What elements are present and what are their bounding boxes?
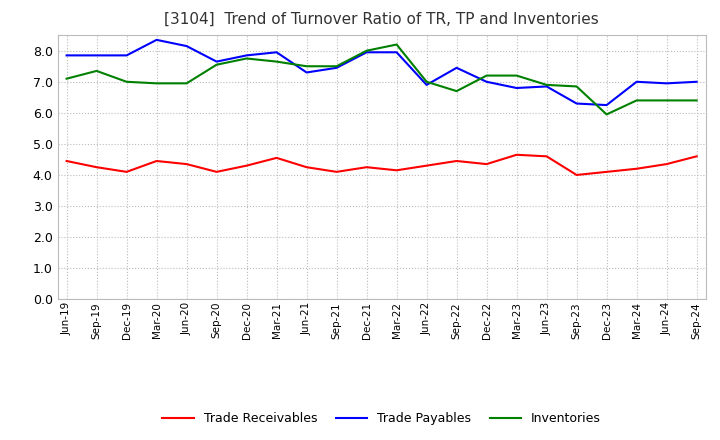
Trade Receivables: [362, 165, 371, 170]
Inventories: [542, 82, 551, 88]
Inventories: [62, 76, 71, 81]
Trade Payables: [542, 84, 551, 89]
Inventories: [182, 81, 191, 86]
Trade Receivables: [333, 169, 341, 175]
Trade Payables: [602, 103, 611, 108]
Trade Payables: [693, 79, 701, 84]
Inventories: [153, 81, 161, 86]
Trade Receivables: [482, 161, 491, 167]
Inventories: [242, 56, 251, 61]
Inventories: [122, 79, 131, 84]
Inventories: [272, 59, 281, 64]
Trade Receivables: [513, 152, 521, 158]
Trade Receivables: [272, 155, 281, 161]
Trade Receivables: [452, 158, 461, 164]
Trade Payables: [182, 44, 191, 49]
Inventories: [693, 98, 701, 103]
Inventories: [482, 73, 491, 78]
Trade Payables: [452, 65, 461, 70]
Inventories: [212, 62, 221, 67]
Inventories: [362, 48, 371, 53]
Inventories: [513, 73, 521, 78]
Trade Receivables: [92, 165, 101, 170]
Trade Receivables: [242, 163, 251, 168]
Trade Payables: [242, 53, 251, 58]
Line: Trade Receivables: Trade Receivables: [66, 155, 697, 175]
Line: Inventories: Inventories: [66, 44, 697, 114]
Line: Trade Payables: Trade Payables: [66, 40, 697, 105]
Inventories: [662, 98, 671, 103]
Trade Receivables: [632, 166, 641, 172]
Trade Payables: [333, 65, 341, 70]
Trade Receivables: [392, 168, 401, 173]
Trade Receivables: [153, 158, 161, 164]
Inventories: [632, 98, 641, 103]
Inventories: [92, 68, 101, 73]
Inventories: [392, 42, 401, 47]
Trade Payables: [513, 85, 521, 91]
Inventories: [333, 64, 341, 69]
Trade Receivables: [693, 154, 701, 159]
Legend: Trade Receivables, Trade Payables, Inventories: Trade Receivables, Trade Payables, Inven…: [157, 407, 606, 430]
Trade Payables: [392, 50, 401, 55]
Trade Receivables: [62, 158, 71, 164]
Trade Payables: [632, 79, 641, 84]
Trade Payables: [302, 70, 311, 75]
Inventories: [572, 84, 581, 89]
Trade Payables: [662, 81, 671, 86]
Trade Receivables: [212, 169, 221, 175]
Trade Receivables: [422, 163, 431, 168]
Trade Payables: [572, 101, 581, 106]
Trade Receivables: [542, 154, 551, 159]
Trade Payables: [482, 79, 491, 84]
Inventories: [422, 79, 431, 84]
Trade Payables: [272, 50, 281, 55]
Inventories: [302, 64, 311, 69]
Trade Receivables: [602, 169, 611, 175]
Trade Receivables: [662, 161, 671, 167]
Trade Payables: [212, 59, 221, 64]
Trade Receivables: [302, 165, 311, 170]
Trade Payables: [92, 53, 101, 58]
Trade Payables: [422, 82, 431, 88]
Inventories: [602, 112, 611, 117]
Trade Receivables: [182, 161, 191, 167]
Title: [3104]  Trend of Turnover Ratio of TR, TP and Inventories: [3104] Trend of Turnover Ratio of TR, TP…: [164, 12, 599, 27]
Trade Payables: [362, 50, 371, 55]
Trade Payables: [122, 53, 131, 58]
Trade Receivables: [572, 172, 581, 178]
Trade Receivables: [122, 169, 131, 175]
Trade Payables: [62, 53, 71, 58]
Trade Payables: [153, 37, 161, 43]
Inventories: [452, 88, 461, 94]
